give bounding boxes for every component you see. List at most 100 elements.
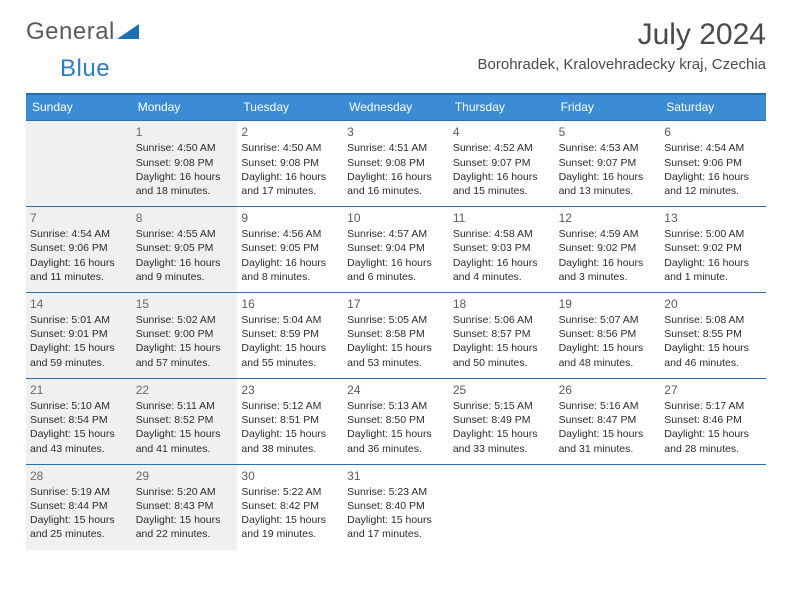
day-info: Sunrise: 5:04 AMSunset: 8:59 PMDaylight:… <box>241 313 339 370</box>
day-number: 21 <box>30 382 128 398</box>
day-info: Sunrise: 4:55 AMSunset: 9:05 PMDaylight:… <box>136 227 234 284</box>
day-info: Sunrise: 4:54 AMSunset: 9:06 PMDaylight:… <box>664 141 762 198</box>
calendar-cell: 30Sunrise: 5:22 AMSunset: 8:42 PMDayligh… <box>237 464 343 550</box>
day-number: 3 <box>347 124 445 140</box>
day-number: 11 <box>453 210 551 226</box>
calendar-cell: 29Sunrise: 5:20 AMSunset: 8:43 PMDayligh… <box>132 464 238 550</box>
day-info: Sunrise: 4:59 AMSunset: 9:02 PMDaylight:… <box>559 227 657 284</box>
day-info: Sunrise: 5:11 AMSunset: 8:52 PMDaylight:… <box>136 399 234 456</box>
calendar-cell: 16Sunrise: 5:04 AMSunset: 8:59 PMDayligh… <box>237 292 343 378</box>
day-info: Sunrise: 5:01 AMSunset: 9:01 PMDaylight:… <box>30 313 128 370</box>
dow-header: Saturday <box>660 95 766 120</box>
calendar-cell: 1Sunrise: 4:50 AMSunset: 9:08 PMDaylight… <box>132 120 238 206</box>
calendar-cell: 24Sunrise: 5:13 AMSunset: 8:50 PMDayligh… <box>343 378 449 464</box>
calendar-cell: 21Sunrise: 5:10 AMSunset: 8:54 PMDayligh… <box>26 378 132 464</box>
day-number: 5 <box>559 124 657 140</box>
day-info: Sunrise: 5:19 AMSunset: 8:44 PMDaylight:… <box>30 485 128 542</box>
day-number: 14 <box>30 296 128 312</box>
day-info: Sunrise: 4:54 AMSunset: 9:06 PMDaylight:… <box>30 227 128 284</box>
day-info: Sunrise: 5:15 AMSunset: 8:49 PMDaylight:… <box>453 399 551 456</box>
day-number: 26 <box>559 382 657 398</box>
day-number: 16 <box>241 296 339 312</box>
day-number: 12 <box>559 210 657 226</box>
calendar-cell: 23Sunrise: 5:12 AMSunset: 8:51 PMDayligh… <box>237 378 343 464</box>
calendar-cell <box>26 120 132 206</box>
day-number: 8 <box>136 210 234 226</box>
calendar-cell: 26Sunrise: 5:16 AMSunset: 8:47 PMDayligh… <box>555 378 661 464</box>
day-info: Sunrise: 5:16 AMSunset: 8:47 PMDaylight:… <box>559 399 657 456</box>
calendar-cell: 13Sunrise: 5:00 AMSunset: 9:02 PMDayligh… <box>660 206 766 292</box>
brand-part-2: Blue <box>60 55 110 82</box>
calendar-cell: 12Sunrise: 4:59 AMSunset: 9:02 PMDayligh… <box>555 206 661 292</box>
calendar-cell <box>660 464 766 550</box>
day-number: 20 <box>664 296 762 312</box>
day-number: 10 <box>347 210 445 226</box>
page-subtitle: Borohradek, Kralovehradecky kraj, Czechi… <box>478 56 766 73</box>
day-info: Sunrise: 5:00 AMSunset: 9:02 PMDaylight:… <box>664 227 762 284</box>
calendar-cell: 19Sunrise: 5:07 AMSunset: 8:56 PMDayligh… <box>555 292 661 378</box>
calendar-cell: 8Sunrise: 4:55 AMSunset: 9:05 PMDaylight… <box>132 206 238 292</box>
calendar-cell: 14Sunrise: 5:01 AMSunset: 9:01 PMDayligh… <box>26 292 132 378</box>
day-info: Sunrise: 4:58 AMSunset: 9:03 PMDaylight:… <box>453 227 551 284</box>
calendar-cell: 17Sunrise: 5:05 AMSunset: 8:58 PMDayligh… <box>343 292 449 378</box>
day-info: Sunrise: 5:06 AMSunset: 8:57 PMDaylight:… <box>453 313 551 370</box>
day-info: Sunrise: 5:22 AMSunset: 8:42 PMDaylight:… <box>241 485 339 542</box>
day-number: 28 <box>30 468 128 484</box>
calendar-cell: 25Sunrise: 5:15 AMSunset: 8:49 PMDayligh… <box>449 378 555 464</box>
day-info: Sunrise: 5:12 AMSunset: 8:51 PMDaylight:… <box>241 399 339 456</box>
day-number: 13 <box>664 210 762 226</box>
calendar-cell: 6Sunrise: 4:54 AMSunset: 9:06 PMDaylight… <box>660 120 766 206</box>
day-info: Sunrise: 5:10 AMSunset: 8:54 PMDaylight:… <box>30 399 128 456</box>
calendar-cell <box>555 464 661 550</box>
day-number: 15 <box>136 296 234 312</box>
day-info: Sunrise: 4:50 AMSunset: 9:08 PMDaylight:… <box>241 141 339 198</box>
day-info: Sunrise: 5:17 AMSunset: 8:46 PMDaylight:… <box>664 399 762 456</box>
day-number: 27 <box>664 382 762 398</box>
day-number: 7 <box>30 210 128 226</box>
calendar-cell: 31Sunrise: 5:23 AMSunset: 8:40 PMDayligh… <box>343 464 449 550</box>
day-number: 9 <box>241 210 339 226</box>
day-info: Sunrise: 5:13 AMSunset: 8:50 PMDaylight:… <box>347 399 445 456</box>
calendar-cell: 9Sunrise: 4:56 AMSunset: 9:05 PMDaylight… <box>237 206 343 292</box>
brand-part-1: General <box>26 18 115 46</box>
day-number: 29 <box>136 468 234 484</box>
day-number: 18 <box>453 296 551 312</box>
calendar-cell: 5Sunrise: 4:53 AMSunset: 9:07 PMDaylight… <box>555 120 661 206</box>
calendar-cell: 4Sunrise: 4:52 AMSunset: 9:07 PMDaylight… <box>449 120 555 206</box>
day-info: Sunrise: 5:07 AMSunset: 8:56 PMDaylight:… <box>559 313 657 370</box>
day-info: Sunrise: 5:05 AMSunset: 8:58 PMDaylight:… <box>347 313 445 370</box>
page-title: July 2024 <box>478 18 766 52</box>
day-number: 22 <box>136 382 234 398</box>
day-number: 17 <box>347 296 445 312</box>
day-number: 31 <box>347 468 445 484</box>
day-number: 1 <box>136 124 234 140</box>
day-info: Sunrise: 5:08 AMSunset: 8:55 PMDaylight:… <box>664 313 762 370</box>
calendar-cell: 20Sunrise: 5:08 AMSunset: 8:55 PMDayligh… <box>660 292 766 378</box>
calendar-cell: 28Sunrise: 5:19 AMSunset: 8:44 PMDayligh… <box>26 464 132 550</box>
brand-triangle-icon <box>117 21 139 44</box>
brand-logo: General <box>26 18 139 46</box>
day-info: Sunrise: 4:50 AMSunset: 9:08 PMDaylight:… <box>136 141 234 198</box>
dow-header: Friday <box>555 95 661 120</box>
day-info: Sunrise: 4:57 AMSunset: 9:04 PMDaylight:… <box>347 227 445 284</box>
day-number: 2 <box>241 124 339 140</box>
day-info: Sunrise: 4:56 AMSunset: 9:05 PMDaylight:… <box>241 227 339 284</box>
day-number: 23 <box>241 382 339 398</box>
day-info: Sunrise: 5:23 AMSunset: 8:40 PMDaylight:… <box>347 485 445 542</box>
calendar-cell: 11Sunrise: 4:58 AMSunset: 9:03 PMDayligh… <box>449 206 555 292</box>
dow-header: Tuesday <box>237 95 343 120</box>
day-number: 25 <box>453 382 551 398</box>
day-info: Sunrise: 4:53 AMSunset: 9:07 PMDaylight:… <box>559 141 657 198</box>
calendar-cell: 3Sunrise: 4:51 AMSunset: 9:08 PMDaylight… <box>343 120 449 206</box>
calendar-cell <box>449 464 555 550</box>
day-number: 4 <box>453 124 551 140</box>
calendar-cell: 27Sunrise: 5:17 AMSunset: 8:46 PMDayligh… <box>660 378 766 464</box>
dow-header: Wednesday <box>343 95 449 120</box>
dow-header: Thursday <box>449 95 555 120</box>
calendar-cell: 2Sunrise: 4:50 AMSunset: 9:08 PMDaylight… <box>237 120 343 206</box>
day-number: 30 <box>241 468 339 484</box>
calendar: SundayMondayTuesdayWednesdayThursdayFrid… <box>26 93 766 550</box>
calendar-cell: 7Sunrise: 4:54 AMSunset: 9:06 PMDaylight… <box>26 206 132 292</box>
calendar-cell: 22Sunrise: 5:11 AMSunset: 8:52 PMDayligh… <box>132 378 238 464</box>
calendar-cell: 10Sunrise: 4:57 AMSunset: 9:04 PMDayligh… <box>343 206 449 292</box>
